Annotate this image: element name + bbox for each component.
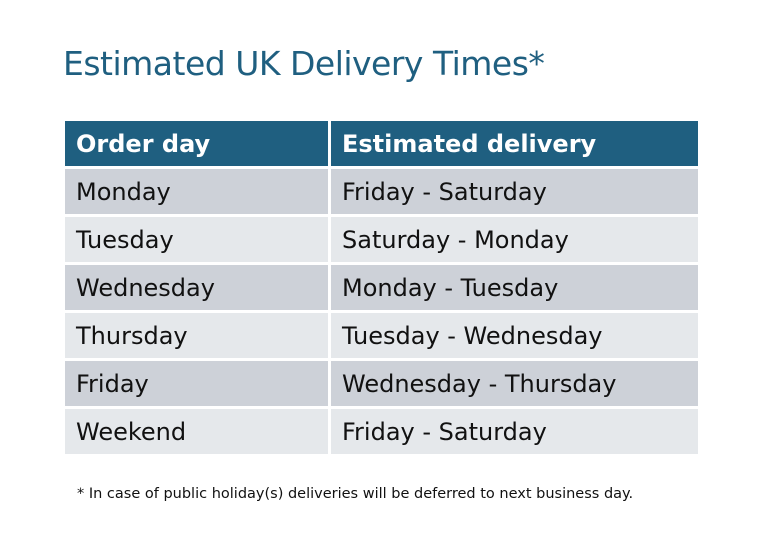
footnote: * In case of public holiday(s) deliverie… xyxy=(77,486,634,502)
table-row: Friday Wednesday - Thursday xyxy=(65,361,698,406)
delivery-cell: Monday - Tuesday xyxy=(331,265,698,310)
delivery-cell: Saturday - Monday xyxy=(331,217,698,262)
order-day-cell: Wednesday xyxy=(65,265,328,310)
header-order-day: Order day xyxy=(65,121,328,166)
table-row: Thursday Tuesday - Wednesday xyxy=(65,313,698,358)
delivery-cell: Tuesday - Wednesday xyxy=(331,313,698,358)
table-header-row: Order day Estimated delivery xyxy=(65,121,698,166)
table-row: Tuesday Saturday - Monday xyxy=(65,217,698,262)
delivery-cell: Friday - Saturday xyxy=(331,409,698,454)
delivery-cell: Wednesday - Thursday xyxy=(331,361,698,406)
page-title: Estimated UK Delivery Times* xyxy=(63,44,545,83)
order-day-cell: Friday xyxy=(65,361,328,406)
header-estimated-delivery: Estimated delivery xyxy=(331,121,698,166)
delivery-cell: Friday - Saturday xyxy=(331,169,698,214)
order-day-cell: Thursday xyxy=(65,313,328,358)
order-day-cell: Monday xyxy=(65,169,328,214)
order-day-cell: Tuesday xyxy=(65,217,328,262)
table-row: Wednesday Monday - Tuesday xyxy=(65,265,698,310)
order-day-cell: Weekend xyxy=(65,409,328,454)
table-row: Monday Friday - Saturday xyxy=(65,169,698,214)
table-row: Weekend Friday - Saturday xyxy=(65,409,698,454)
delivery-times-table: Order day Estimated delivery Monday Frida… xyxy=(62,118,701,457)
